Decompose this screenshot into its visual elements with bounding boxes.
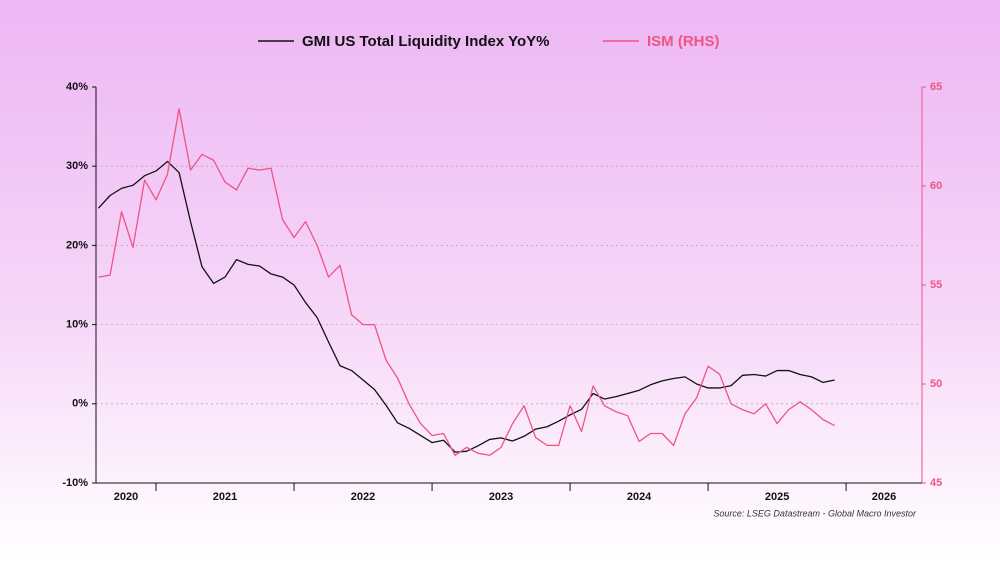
x-tick-label: 2024 [627, 491, 652, 503]
y-tick-label: 20% [66, 239, 88, 251]
legend-label: GMI US Total Liquidity Index YoY% [302, 33, 550, 50]
y-tick-label: 30% [66, 160, 88, 172]
y-tick-label: 10% [66, 319, 88, 331]
x-tick-label: 2026 [872, 491, 896, 503]
x-tick-label: 2025 [765, 491, 789, 503]
source-note: Source: LSEG Datastream - Global Macro I… [713, 508, 917, 518]
x-tick-label: 2020 [114, 491, 138, 503]
y2-tick-label: 55 [930, 279, 942, 291]
x-tick-label: 2023 [489, 491, 513, 503]
y-tick-label: 40% [66, 81, 88, 93]
y-tick-label: -10% [62, 477, 88, 489]
y-tick-label: 0% [72, 398, 88, 410]
y2-tick-label: 50 [930, 378, 942, 390]
x-tick-label: 2022 [351, 491, 375, 503]
y2-tick-label: 45 [930, 477, 942, 489]
y2-tick-label: 60 [930, 180, 942, 192]
x-tick-label: 2021 [213, 491, 237, 503]
legend-label: ISM (RHS) [647, 33, 720, 50]
series-line [98, 160, 835, 453]
series-line [98, 108, 835, 456]
y2-tick-label: 65 [930, 81, 942, 93]
